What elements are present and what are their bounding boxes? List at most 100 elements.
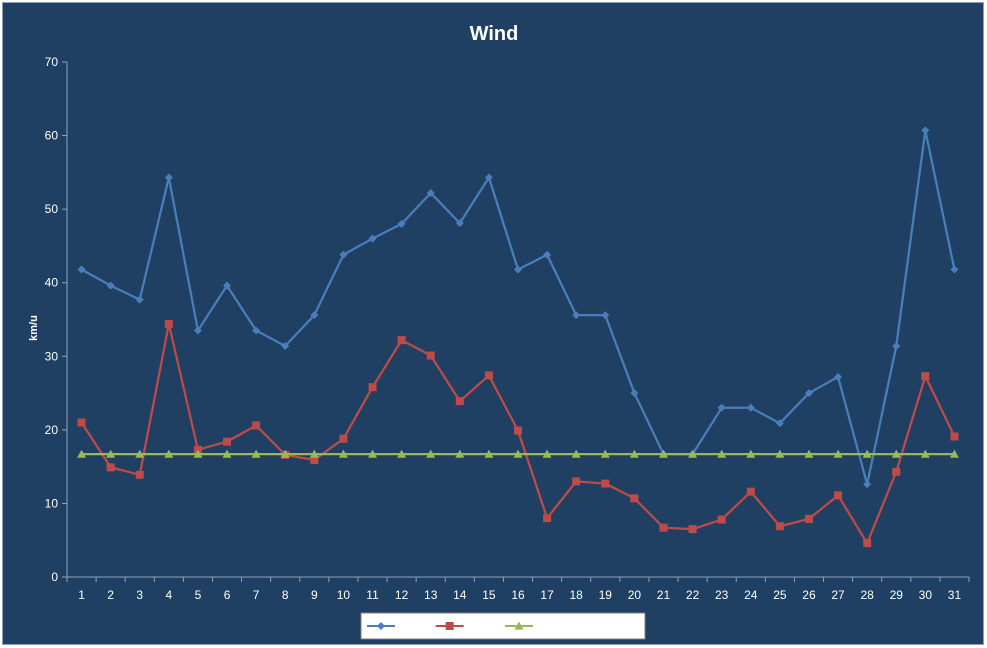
x-tick-label: 26 [802, 588, 816, 602]
y-tick-label: 40 [45, 276, 59, 290]
data-point [222, 449, 232, 458]
data-point [804, 514, 813, 523]
y-tick-label: 50 [45, 202, 59, 216]
data-point [775, 449, 785, 458]
x-tick-label: 10 [337, 588, 351, 602]
data-point [397, 336, 406, 345]
x-tick-label: 2 [107, 588, 114, 602]
x-tick-labels: 1 2 3 4 5 6 7 8 9 10 11 12 13 14 15 16 17 18 19 20 21 22 23 24 2… [78, 588, 961, 602]
x-tick-label: 23 [715, 588, 729, 602]
x-tick-label: 31 [948, 588, 962, 602]
series-maand-gemiddelde [77, 449, 959, 458]
data-point [601, 479, 610, 488]
data-point [426, 449, 436, 458]
data-point [106, 463, 115, 472]
legend-marker [377, 622, 385, 630]
data-point [950, 432, 959, 441]
data-point [833, 449, 843, 458]
data-point [368, 449, 378, 458]
data-point [484, 371, 493, 380]
x-tick-label: 8 [282, 588, 289, 602]
legend-box [360, 612, 646, 640]
y-tick-label: 70 [45, 55, 59, 69]
data-point [77, 418, 86, 427]
data-point [543, 514, 552, 523]
data-point [135, 470, 144, 479]
x-tick-label: 11 [366, 588, 379, 602]
x-tick-label: 27 [831, 588, 845, 602]
x-tick-label: 24 [744, 588, 758, 602]
data-point [310, 311, 319, 320]
data-point [368, 234, 377, 243]
y-axis-label: km/u [28, 315, 40, 341]
data-point [600, 449, 610, 458]
data-point [775, 419, 784, 428]
legend-marker [445, 622, 454, 630]
legend-item: max [367, 619, 422, 633]
data-point [164, 449, 174, 458]
x-tick-label: 19 [599, 588, 613, 602]
data-point [543, 250, 552, 259]
data-point [863, 480, 872, 489]
data-point [455, 219, 464, 228]
data-point [164, 173, 173, 182]
data-point [514, 265, 522, 274]
x-tick-label: 3 [136, 588, 143, 602]
data-point [891, 449, 901, 458]
x-tick-label: 30 [919, 588, 933, 602]
x-tick-label: 9 [311, 588, 318, 602]
data-point [455, 397, 464, 406]
legend-label: maand gemiddelde [537, 619, 639, 633]
data-point [920, 449, 930, 458]
data-point [77, 449, 87, 458]
x-tick-label: 18 [570, 588, 584, 602]
data-point [339, 434, 348, 443]
data-point [921, 372, 930, 381]
data-point [688, 525, 697, 534]
data-point [688, 449, 698, 458]
y-tick-label: 0 [51, 570, 58, 584]
data-point [280, 449, 290, 458]
x-tick-label: 7 [253, 588, 260, 602]
data-point [223, 437, 232, 446]
data-point [338, 449, 348, 458]
y-tick-label: 10 [45, 496, 59, 510]
data-point [513, 449, 523, 458]
chart-title: Wind [470, 23, 519, 45]
data-point [106, 281, 115, 290]
legend-item: maand gemiddelde [505, 619, 639, 633]
data-point [834, 491, 843, 500]
data-point [717, 449, 727, 458]
data-point [629, 449, 639, 458]
data-point [252, 326, 261, 335]
data-point [106, 449, 116, 458]
data-point [717, 515, 726, 524]
data-point [193, 449, 203, 458]
data-point [630, 494, 639, 503]
series-max [77, 126, 959, 489]
data-point [252, 421, 261, 430]
series-gem [77, 319, 959, 548]
data-point [484, 449, 494, 458]
y-tick-labels: 0 10 20 30 40 50 60 70 [45, 55, 59, 584]
x-tick-label: 14 [453, 588, 467, 602]
data-point [601, 311, 610, 320]
data-point [251, 449, 261, 458]
x-tick-label: 5 [195, 588, 202, 602]
legend-marker [514, 621, 524, 630]
data-point [572, 311, 581, 320]
legend-label: max [399, 619, 422, 633]
data-point [368, 383, 377, 392]
data-point [630, 389, 639, 398]
data-point [426, 188, 435, 197]
y-tick-label: 60 [45, 129, 59, 143]
data-point [164, 319, 173, 328]
data-point [455, 449, 465, 458]
x-tick-label: 13 [424, 588, 438, 602]
legend-label: gem [468, 619, 491, 633]
data-point [950, 265, 959, 274]
data-point [804, 449, 814, 458]
data-point [746, 403, 755, 412]
